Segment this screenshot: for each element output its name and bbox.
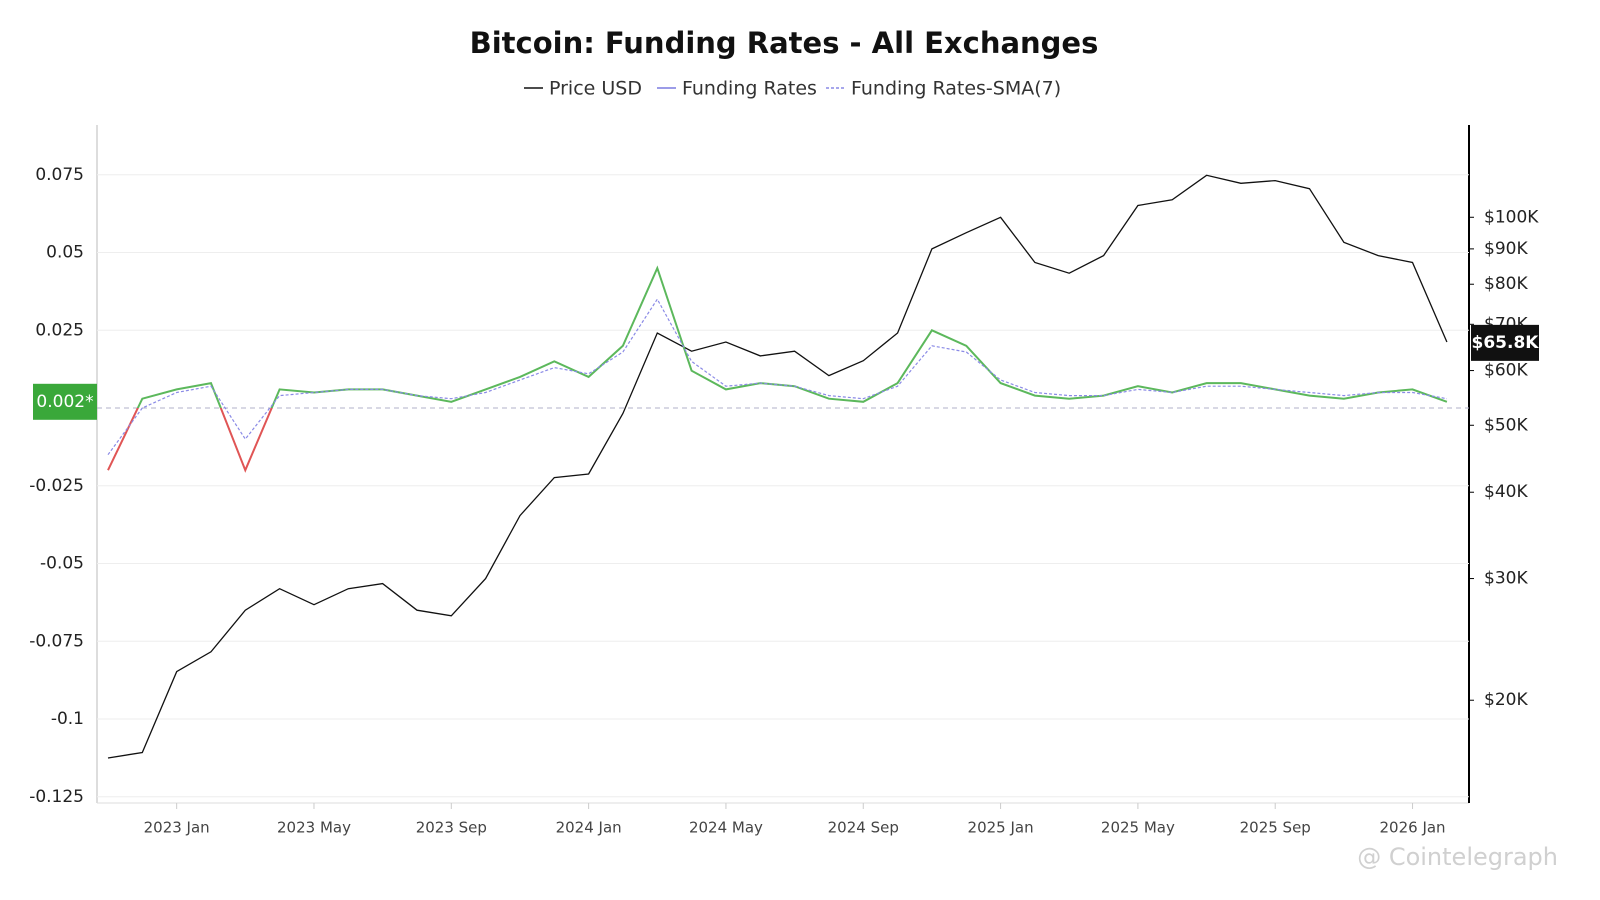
legend-label: Funding Rates xyxy=(682,78,817,100)
x-tick-label: 2026 Jan xyxy=(1380,819,1446,837)
x-tick-label: 2023 Jan xyxy=(144,819,210,837)
funding-line-positive xyxy=(136,265,1448,409)
x-tick-label: 2025 May xyxy=(1101,819,1175,837)
funding-sma-line xyxy=(107,298,1448,456)
y-tick-label: -0.075 xyxy=(29,631,84,651)
legend-label: Funding Rates-SMA(7) xyxy=(851,78,1061,100)
y-tick-label: -0.1 xyxy=(51,709,84,729)
y2-tick-label: $80K xyxy=(1484,274,1528,294)
x-tick-label: 2024 Sep xyxy=(828,819,899,837)
funding-label-box xyxy=(33,383,97,420)
y2-tick-label: $40K xyxy=(1484,482,1528,502)
funding-line-negative xyxy=(107,408,273,473)
y-tick-label: 0.05 xyxy=(46,243,84,263)
funding-label: 0.002* xyxy=(36,392,93,412)
price-line xyxy=(107,174,1448,759)
price-label: $65.8K xyxy=(1472,333,1540,353)
x-tick-label: 2024 Jan xyxy=(556,819,622,837)
x-tick-label: 2025 Sep xyxy=(1240,819,1311,837)
x-tick-label: 2023 Sep xyxy=(416,819,487,837)
y2-tick-label: $90K xyxy=(1484,239,1528,259)
y2-tick-label: $50K xyxy=(1484,415,1528,435)
y2-tick-label: $20K xyxy=(1484,690,1528,710)
x-tick-label: 2023 May xyxy=(277,819,351,837)
y-tick-label: -0.125 xyxy=(29,787,84,807)
x-tick-label: 2024 May xyxy=(689,819,763,837)
y-tick-label: -0.05 xyxy=(40,554,84,574)
watermark: @ Cointelegraph xyxy=(1357,843,1558,871)
y2-tick-label: $30K xyxy=(1484,569,1528,589)
legend-label: Price USD xyxy=(549,78,642,100)
x-tick-label: 2025 Jan xyxy=(968,819,1034,837)
chart-title: Bitcoin: Funding Rates - All Exchanges xyxy=(470,26,1099,60)
y2-tick-label: $60K xyxy=(1484,361,1528,381)
y2-tick-label: $100K xyxy=(1484,207,1539,227)
y-tick-label: 0.075 xyxy=(35,165,84,185)
y-tick-label: -0.025 xyxy=(29,476,84,496)
y-tick-label: 0.025 xyxy=(35,320,84,340)
price-label-box xyxy=(1471,324,1539,361)
